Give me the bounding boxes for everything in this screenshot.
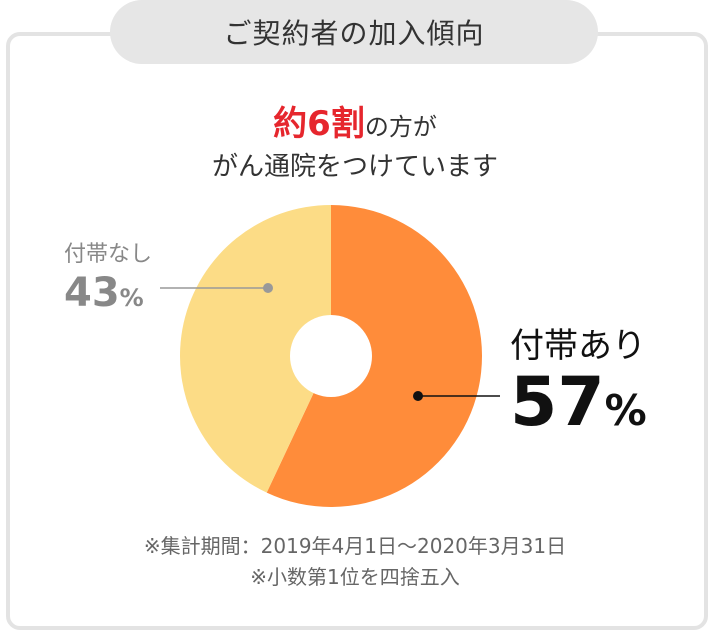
- leader-dot-with: [413, 391, 423, 401]
- label-with-name: 付帯あり: [510, 326, 646, 366]
- chart-title: ご契約者の加入傾向: [110, 0, 598, 64]
- label-with-unit: %: [604, 386, 647, 435]
- headline-highlight: 約6割: [273, 104, 365, 144]
- label-without-name: 付帯なし: [64, 242, 153, 267]
- label-with-value: 57%: [510, 367, 647, 438]
- label-without-value: 43%: [64, 270, 152, 316]
- headline-rest: の方が: [364, 113, 437, 141]
- pie-slice-with: [266, 205, 483, 508]
- headline-line1: 約6割の方が: [0, 96, 710, 145]
- pie-center-hole: [290, 315, 372, 397]
- headline-line2: がん通院をつけています: [211, 152, 498, 182]
- note-period: ※集計期間：2019年4月1日〜2020年3月31日: [143, 534, 567, 558]
- label-without-number: 43: [64, 270, 120, 316]
- leader-dot-without: [263, 283, 273, 293]
- pie-slice-without: [180, 205, 331, 493]
- label-with-number: 57: [510, 363, 605, 442]
- label-without: 付帯なし 43%: [64, 236, 152, 316]
- label-without-unit: %: [119, 284, 144, 312]
- note-rounding: ※小数第1位を四捨五入: [250, 565, 460, 589]
- label-with: 付帯あり 57%: [510, 318, 647, 438]
